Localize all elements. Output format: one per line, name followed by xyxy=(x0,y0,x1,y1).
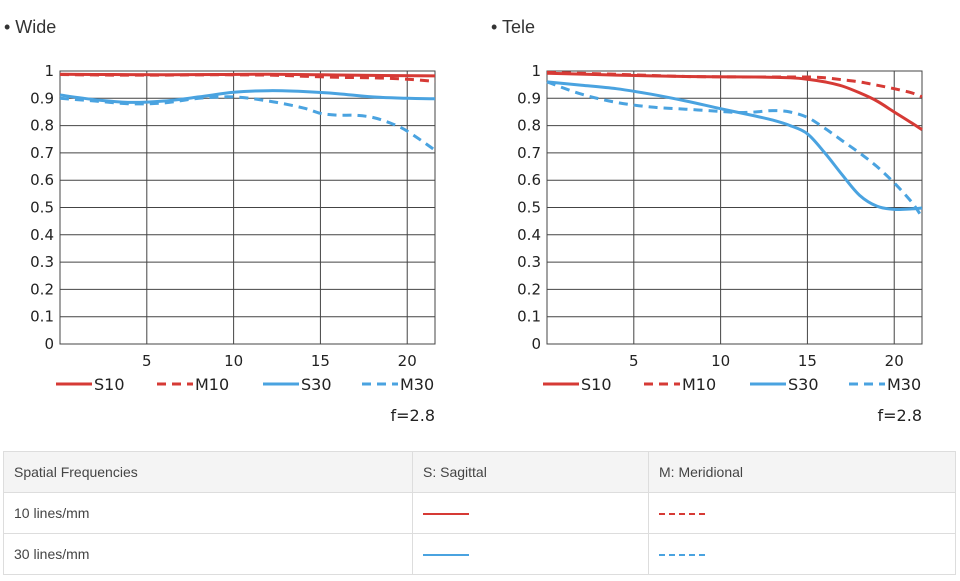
wide-series-m10 xyxy=(59,73,436,83)
header-meridional: M: Meridional xyxy=(648,451,956,493)
tele-y-tick-label: 0.2 xyxy=(517,280,541,298)
wide-aperture-label: f=2.8 xyxy=(391,406,435,425)
tele-series-s30 xyxy=(546,80,923,212)
tele-y-tick-label: 0 xyxy=(531,335,541,353)
tele-series-m10 xyxy=(546,70,923,99)
wide-y-tick-label: 0.1 xyxy=(30,308,54,326)
row-label-10: 10 lines/mm xyxy=(3,492,413,534)
meridional-30-line-swatch xyxy=(659,554,705,557)
wide-x-tick-label: 15 xyxy=(311,352,330,370)
wide-y-tick-label: 0.2 xyxy=(30,280,54,298)
tele-y-tick-label: 0.1 xyxy=(517,308,541,326)
wide-x-tick-label: 10 xyxy=(224,352,243,370)
wide-legend-label-s10: S10 xyxy=(94,375,125,394)
tele-panel-title: • Tele xyxy=(491,17,535,37)
wide-y-tick-label: 0 xyxy=(44,335,54,353)
tele-series-m30 xyxy=(546,80,924,218)
sagittal-30-swatch-cell xyxy=(412,533,649,575)
header-sagittal: S: Sagittal xyxy=(412,451,649,493)
wide-x-tick-label: 20 xyxy=(398,352,417,370)
tele-y-tick-label: 0.7 xyxy=(517,144,541,162)
wide-x-tick-label: 5 xyxy=(142,352,152,370)
tele-x-tick-label: 15 xyxy=(798,352,817,370)
tele-y-tick-label: 0.4 xyxy=(517,226,541,244)
meridional-10-swatch-cell xyxy=(648,492,956,534)
tele-aperture-label: f=2.8 xyxy=(878,406,922,425)
tele-plot-frame xyxy=(546,70,923,345)
wide-y-tick-label: 0.8 xyxy=(30,117,54,135)
table-row: 10 lines/mm xyxy=(3,492,956,534)
wide-panel-title: • Wide xyxy=(4,17,57,37)
tele-legend-label-s10: S10 xyxy=(581,375,612,394)
wide-y-tick-label: 0.9 xyxy=(30,89,54,107)
wide-y-tick-label: 0.4 xyxy=(30,226,54,244)
meridional-10-line-swatch xyxy=(659,513,705,516)
wide-y-tick-label: 1 xyxy=(44,62,54,80)
wide-series-m30 xyxy=(59,95,436,152)
meridional-30-swatch-cell xyxy=(648,533,956,575)
tele-y-tick-label: 0.6 xyxy=(517,171,541,189)
tele-y-tick-label: 0.8 xyxy=(517,117,541,135)
row-label-30: 30 lines/mm xyxy=(3,533,413,575)
tele-legend-label-s30: S30 xyxy=(788,375,819,394)
wide-legend-label-m30: M30 xyxy=(400,375,434,394)
wide-y-tick-label: 0.3 xyxy=(30,253,54,271)
sagittal-10-swatch-cell xyxy=(412,492,649,534)
wide-y-tick-label: 0.5 xyxy=(30,199,54,217)
header-spatial-frequencies: Spatial Frequencies xyxy=(3,451,413,493)
tele-legend-label-m10: M10 xyxy=(682,375,716,394)
tele-y-tick-label: 1 xyxy=(531,62,541,80)
table-row: 30 lines/mm xyxy=(3,533,956,575)
wide-y-tick-label: 0.7 xyxy=(30,144,54,162)
wide-legend-label-m10: M10 xyxy=(195,375,229,394)
tele-y-tick-label: 0.9 xyxy=(517,89,541,107)
frequency-legend-table: Spatial Frequencies S: Sagittal M: Merid… xyxy=(3,451,956,575)
wide-plot-frame xyxy=(59,70,436,345)
table-header-row: Spatial Frequencies S: Sagittal M: Merid… xyxy=(3,451,956,493)
tele-x-tick-label: 20 xyxy=(885,352,904,370)
tele-y-tick-label: 0.5 xyxy=(517,199,541,217)
tele-y-tick-label: 0.3 xyxy=(517,253,541,271)
tele-legend-label-m30: M30 xyxy=(887,375,921,394)
sagittal-30-line-swatch xyxy=(423,554,469,557)
wide-legend-label-s30: S30 xyxy=(301,375,332,394)
tele-x-tick-label: 10 xyxy=(711,352,730,370)
sagittal-10-line-swatch xyxy=(423,513,469,516)
tele-x-tick-label: 5 xyxy=(629,352,639,370)
wide-y-tick-label: 0.6 xyxy=(30,171,54,189)
